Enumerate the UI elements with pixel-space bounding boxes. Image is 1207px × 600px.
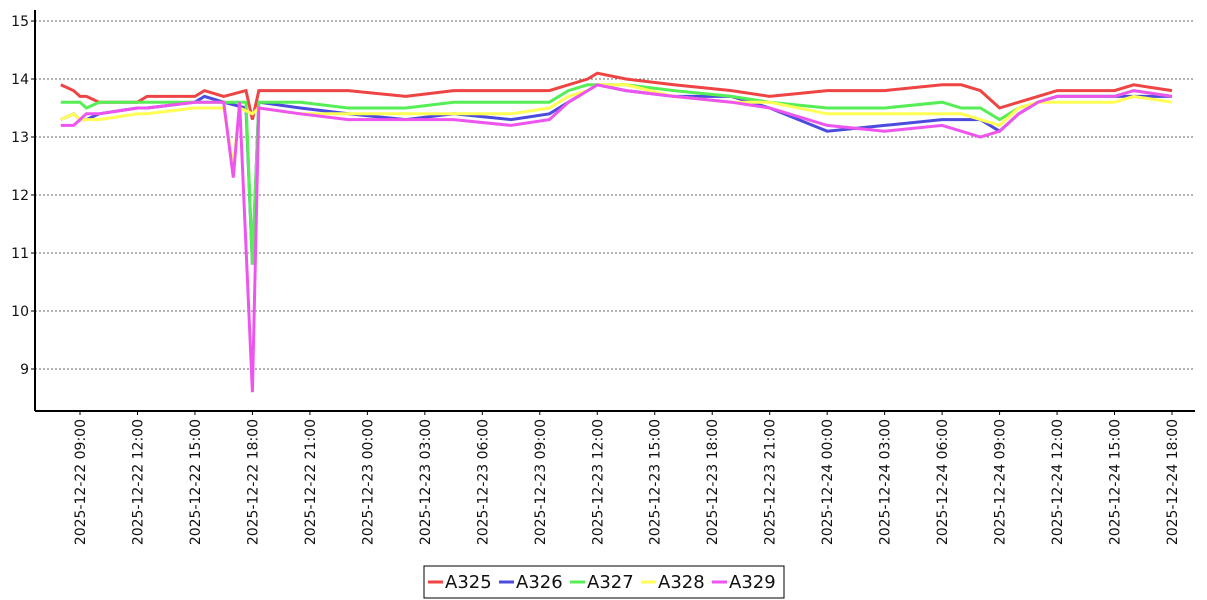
y-tick-labels: 9 10 11 12 13 14 15: [11, 14, 35, 378]
series-line-A327: [60, 83, 1173, 265]
y-tick-label: 15: [11, 14, 29, 30]
x-tick-label: 2025-12-24 18:00: [1165, 419, 1181, 545]
x-tick-labels: 2025-12-22 09:00 2025-12-22 12:00 2025-12-…: [73, 411, 1181, 545]
series-group: [60, 71, 1173, 393]
legend-label-A328: A328: [658, 572, 705, 593]
y-tick-label: 9: [20, 362, 29, 378]
legend-label-A327: A327: [587, 572, 634, 593]
y-tick-label: 10: [11, 304, 29, 320]
x-tick-label: 2025-12-24 12:00: [1050, 419, 1066, 545]
x-tick-label: 2025-12-23 06:00: [475, 419, 491, 545]
x-tick-label: 2025-12-23 18:00: [705, 419, 721, 545]
legend-label-A325: A325: [445, 572, 492, 593]
x-tick-label: 2025-12-23 09:00: [533, 419, 549, 545]
y-tick-label: 14: [11, 72, 29, 88]
axes: [34, 10, 1195, 412]
x-tick-label: 2025-12-22 15:00: [188, 419, 204, 545]
x-tick-label: 2025-12-23 21:00: [763, 419, 779, 545]
legend: A325 A326 A327 A328 A329: [423, 565, 785, 599]
y-tick-label: 12: [11, 188, 29, 204]
x-tick-label: 2025-12-23 00:00: [360, 419, 376, 545]
x-tick-label: 2025-12-23 03:00: [418, 419, 434, 545]
legend-label-A329: A329: [729, 572, 776, 593]
x-tick-label: 2025-12-24 00:00: [820, 419, 836, 545]
series-line-A325: [60, 71, 1173, 120]
x-tick-label: 2025-12-22 12:00: [130, 419, 146, 545]
x-tick-label: 2025-12-22 21:00: [303, 419, 319, 545]
x-tick-label: 2025-12-24 09:00: [993, 419, 1009, 545]
x-tick-label: 2025-12-23 12:00: [590, 419, 606, 545]
y-tick-label: 11: [11, 246, 29, 262]
y-tick-label: 13: [11, 130, 29, 146]
x-tick-label: 2025-12-24 03:00: [878, 419, 894, 545]
x-tick-label: 2025-12-22 18:00: [245, 419, 261, 545]
series-line-A328: [60, 83, 1173, 167]
x-tick-label: 2025-12-24 15:00: [1108, 419, 1124, 545]
x-tick-label: 2025-12-23 15:00: [648, 419, 664, 545]
series-line-A329: [60, 83, 1173, 393]
x-tick-label: 2025-12-22 09:00: [73, 419, 89, 545]
x-tick-label: 2025-12-24 06:00: [935, 419, 951, 545]
legend-label-A326: A326: [516, 572, 563, 593]
